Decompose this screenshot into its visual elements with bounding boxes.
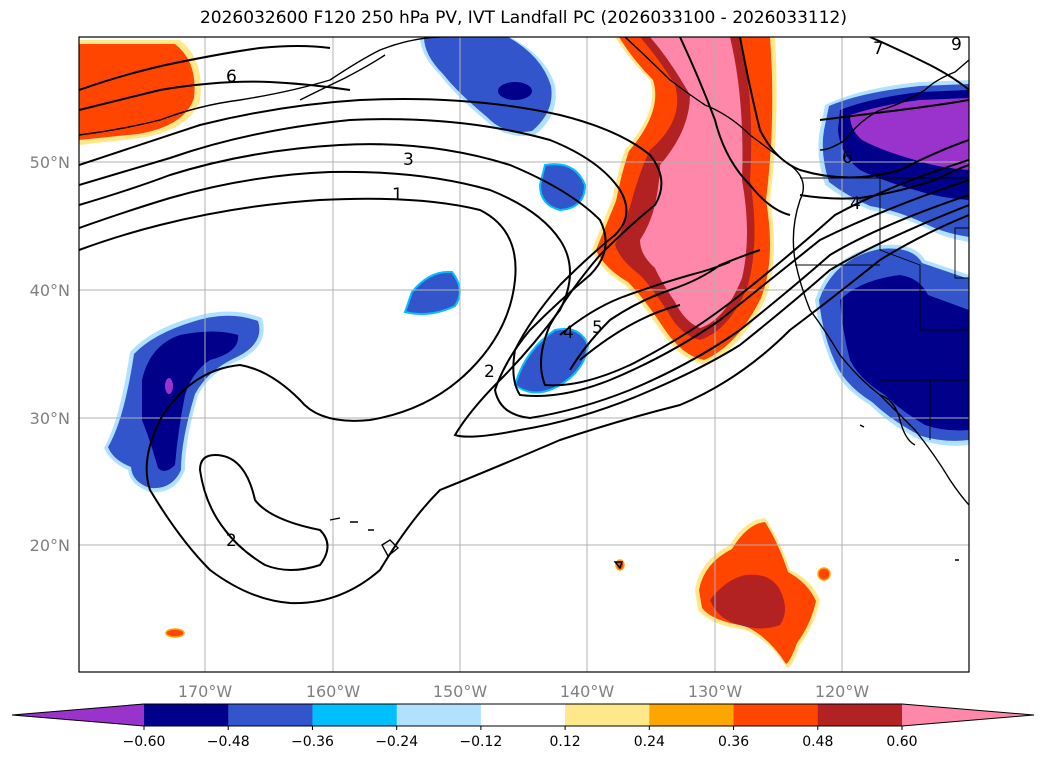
- contour-label: 1: [392, 185, 403, 205]
- colorbar-segment: [480, 704, 566, 726]
- latitude-label: 20°N: [30, 536, 70, 555]
- longitude-axis: 170°W 160°W 150°W 140°W 130°W 120°W: [178, 682, 870, 701]
- colorbar-segment: [649, 704, 735, 726]
- longitude-label: 160°W: [306, 682, 361, 701]
- contour-label: 4: [563, 323, 574, 343]
- pv-contours: [79, 37, 969, 605]
- latitude-label: 30°N: [30, 409, 70, 428]
- colorbar-tick-label: −0.36: [291, 734, 334, 750]
- colorbar-segment: [733, 704, 819, 726]
- map-title: 2026032600 F120 250 hPa PV, IVT Landfall…: [199, 8, 847, 28]
- colorbar-segment: [396, 704, 482, 726]
- graticule: [79, 37, 969, 672]
- contour-label-layer: 6 3 1 2 4 5 2 6 4 7 9: [226, 35, 962, 551]
- colorbar-tick-label: 0.12: [550, 734, 581, 750]
- colorbar-extend-low: [12, 704, 144, 726]
- contour-label: 2: [484, 362, 495, 382]
- contour-label: 6: [842, 148, 853, 168]
- colorbar-segment: [144, 704, 229, 726]
- contour-label: 4: [850, 194, 861, 214]
- colorbar-tick-label: 0.36: [718, 734, 749, 750]
- colorbar-segment: [228, 704, 313, 726]
- colorbar-segment: [312, 704, 398, 726]
- colorbar-tick-label: 0.24: [634, 734, 665, 750]
- contour-label: 2: [226, 531, 237, 551]
- contour-label: 5: [592, 318, 603, 338]
- colorbar-tick-label: −0.12: [459, 734, 502, 750]
- contour-label: 9: [951, 35, 962, 55]
- map-frame: [78, 36, 970, 673]
- latitude-axis: 50°N 40°N 30°N 20°N: [30, 153, 70, 555]
- colorbar-segment: [817, 704, 903, 726]
- contour-label: 6: [226, 67, 237, 87]
- contour-label: 3: [403, 150, 414, 170]
- latitude-label: 50°N: [30, 153, 70, 172]
- longitude-label: 120°W: [815, 682, 870, 701]
- longitude-label: 170°W: [178, 682, 233, 701]
- colorbar: −0.60 −0.48 −0.36 −0.24 −0.12 0.12 0.24 0.36 0.4…: [11, 703, 1035, 750]
- longitude-label: 130°W: [688, 682, 743, 701]
- colorbar-tick-label: −0.48: [207, 734, 250, 750]
- longitude-label: 140°W: [560, 682, 615, 701]
- colorbar-tick-label: 0.48: [802, 734, 833, 750]
- colorbar-extend-high: [902, 704, 1034, 726]
- colorbar-tick-label: 0.60: [886, 734, 917, 750]
- contour-label: 7: [873, 39, 884, 59]
- colorbar-tick-label: −0.24: [375, 734, 418, 750]
- longitude-label: 150°W: [433, 682, 488, 701]
- latitude-label: 40°N: [30, 281, 70, 300]
- colorbar-segment: [565, 704, 650, 726]
- colorbar-tick-label: −0.60: [123, 734, 166, 750]
